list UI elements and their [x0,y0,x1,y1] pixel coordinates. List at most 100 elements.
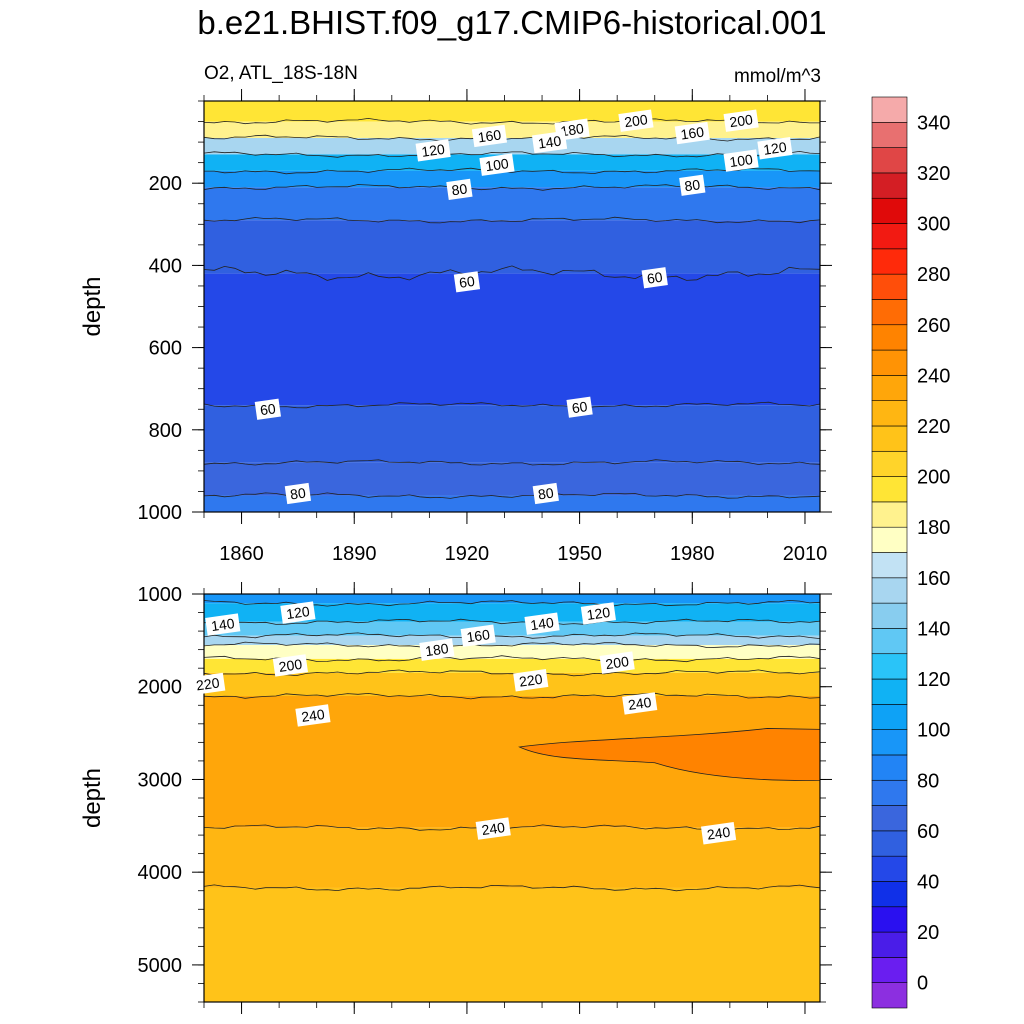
contour-line [203,884,821,892]
y-axis-label: depth [79,276,106,336]
contour-label-text: 140 [529,614,555,633]
colorbar-swatch [871,906,908,933]
contour-label: 220 [190,672,226,696]
contour-label: 240 [700,822,737,845]
colorbar-swatch [871,526,908,553]
contour-label: 60 [641,267,668,289]
contour-label-text: 200 [623,111,649,130]
contour-band [204,273,820,406]
y-axis-label: depth [79,768,106,828]
x-tick-label: 2010 [783,543,828,565]
contour-label: 60 [254,398,281,420]
colorbar-swatch [871,729,908,756]
contour-line [203,618,821,625]
colorbar-swatch [871,122,908,148]
colorbar-swatch [871,172,908,199]
contour-label: 200 [272,654,308,677]
contour-label-bg [513,669,549,692]
colorbar-swatch [871,805,908,832]
contour-label: 60 [566,396,593,418]
contour-band [204,645,820,659]
contour-label: 200 [618,109,654,132]
colorbar-swatch [871,450,908,477]
contour-label-text: 200 [278,656,304,675]
contour-label: 120 [280,601,316,624]
contour-label: 80 [446,178,473,200]
contour-band [204,187,820,221]
contour-line [203,459,821,466]
contour-label-text: 240 [627,694,653,713]
colorbar-label: 340 [917,112,950,134]
contour-label-bg [205,613,241,636]
contour-label: 200 [723,109,759,132]
contour-label-bg [599,651,635,674]
colorbar-label: 120 [917,669,950,691]
contour-line [203,632,821,639]
colorbar-swatch [871,957,908,983]
contour-label: 120 [757,137,793,160]
contour-label-text: 100 [728,151,754,170]
contour-line [203,134,821,142]
contour-label-bg [524,612,560,635]
colorbar-label: 0 [917,973,928,995]
colorbar-label: 20 [917,922,939,944]
contour-label-bg [532,482,559,505]
contour-label-bg [674,121,710,145]
colorbar-swatch [871,628,908,655]
colorbar-label: 280 [917,264,950,286]
contour-label-text: 200 [728,111,754,130]
contour-label-text: 80 [451,180,469,198]
contour-label-bg [479,153,515,176]
colorbar-swatch [871,779,908,806]
contour-line [203,265,821,281]
contour-line [204,167,821,175]
contour-label-text: 240 [300,706,326,725]
contour-label-bg [453,271,481,293]
contour-label-text: 140 [537,133,563,152]
colorbar-swatch [871,197,908,224]
contour-label: 60 [453,271,481,293]
colorbar-label: 160 [917,568,950,590]
contour-label-bg [471,124,508,148]
colorbar-swatch [871,501,908,528]
contour-label: 100 [723,149,759,172]
contour-label: 240 [475,817,511,840]
contour-label: 240 [622,692,658,715]
contour-label-text: 120 [285,603,311,622]
colorbar-swatch [871,678,908,705]
contour-label: 160 [471,124,508,148]
contour-line [203,117,820,125]
colorbar-label: 140 [917,618,950,640]
contour-label-text: 120 [762,139,788,158]
contour-band [204,137,820,155]
colorbar-swatch [871,96,908,123]
contour-label-text: 80 [537,484,555,502]
contour-label-text: 140 [210,615,236,634]
contour-label-bg [531,130,568,154]
colorbar-swatch [871,223,908,250]
contour-band [204,495,820,512]
colorbar-swatch [871,273,908,300]
contour-label-bg [284,482,312,505]
contour-band [204,220,820,274]
contour-label: 220 [513,669,549,692]
contour-line [203,184,821,191]
contour-label: 120 [415,139,451,162]
contour-label-bg [622,692,658,715]
colorbar-swatch [871,147,908,174]
contour-line [203,641,821,649]
contour-band [204,672,820,696]
contour-label-bg [272,654,308,677]
colorbar-swatch [871,349,908,376]
contour-label-text: 200 [604,653,630,672]
contour-label-text: 160 [680,123,706,142]
contour-label: 100 [479,153,515,176]
contour-label-text: 240 [481,819,507,838]
colorbar-swatch [871,830,908,857]
contour-label: 160 [460,624,496,647]
x-tick-label: 1890 [332,543,377,565]
colorbar-label: 260 [917,315,950,337]
colorbar-label: 240 [917,365,950,387]
y-tick-label: 1000 [138,502,183,524]
